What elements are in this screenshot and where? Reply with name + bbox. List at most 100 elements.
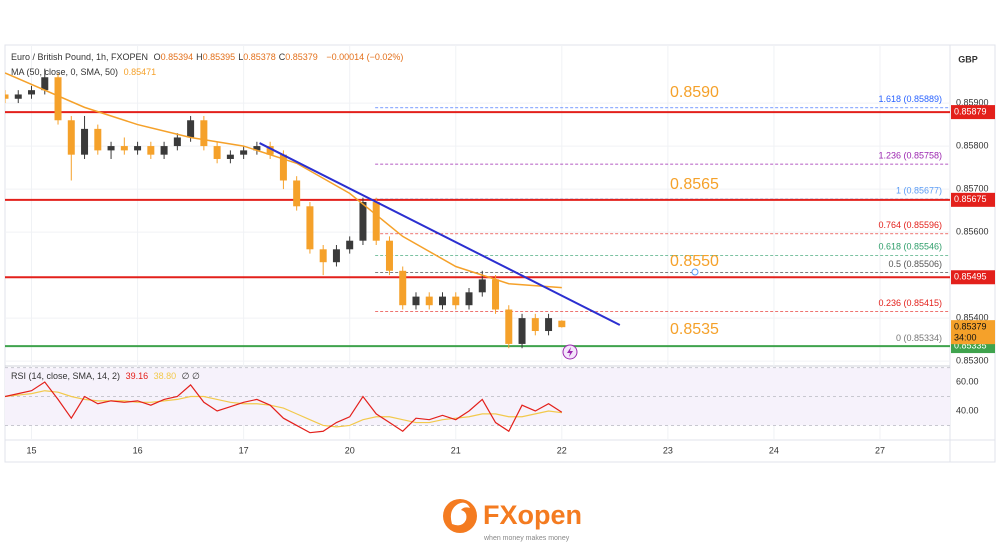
candle-body <box>306 206 314 250</box>
ohlc-label: C <box>278 52 286 62</box>
ohlc-label: O <box>153 52 161 62</box>
rsi-last: 39.16 <box>125 371 149 381</box>
logo: FXopen when money makes money <box>443 499 582 542</box>
level-axis-label: 0.85495 <box>954 272 987 282</box>
candle-body <box>160 146 168 155</box>
level-annotation: 0.8535 <box>670 321 719 338</box>
level-annotation: 0.8550 <box>670 253 719 270</box>
candle-body <box>14 94 22 99</box>
candle-body <box>558 320 566 328</box>
change: −0.00014 (−0.02%) <box>326 52 404 62</box>
candle-body <box>412 296 420 306</box>
fib-label: 0 (0.85334) <box>896 333 942 343</box>
x-tick-label: 17 <box>239 445 249 455</box>
level-axis-label: 0.85335 <box>954 340 987 350</box>
rsi-name: RSI (14, close, SMA, 14, 2) <box>11 371 121 381</box>
candle-body <box>293 180 301 207</box>
candle-body <box>505 309 513 344</box>
candle-body <box>385 240 393 271</box>
candle-body <box>478 279 486 293</box>
candle-body <box>28 90 36 95</box>
y-tick-label: 0.85600 <box>956 226 989 236</box>
y-tick-label: 0.85300 <box>956 356 989 366</box>
candle-body <box>67 120 75 155</box>
level-axis-box <box>951 105 995 120</box>
countdown: 34:00 <box>954 333 977 343</box>
candle-body <box>319 249 327 263</box>
ohlc: O0.85394 H0.85395 L0.85378 C0.85379 <box>154 52 321 62</box>
candle-body <box>226 154 234 159</box>
symbol-legend: Euro / British Pound, 1h, FXOPEN O0.8539… <box>11 52 406 62</box>
candle-body <box>147 146 155 155</box>
fib-label: 1.236 (0.85758) <box>878 151 942 161</box>
alert-marker <box>691 268 699 276</box>
level-axis-label: 0.85879 <box>954 106 987 116</box>
x-tick-label: 21 <box>451 445 461 455</box>
y-tick-label: 0.85900 <box>956 97 989 107</box>
logo-dragon <box>450 502 470 526</box>
level-annotation: 0.8565 <box>670 176 719 193</box>
candle-body <box>120 146 128 151</box>
level-axis-box <box>951 270 995 285</box>
candle-body <box>452 296 460 306</box>
level-axis-box <box>951 192 995 207</box>
candle-body <box>253 146 261 151</box>
symbol-title: Euro / British Pound, 1h, FXOPEN <box>11 52 149 62</box>
y-tick-label: 0.85700 <box>956 183 989 193</box>
event-bolt <box>567 347 573 357</box>
candle-body <box>200 120 208 147</box>
rsi-tick-label: 60.00 <box>956 376 979 386</box>
fib-label: 0.618 (0.85546) <box>878 242 942 252</box>
rsi-legend: RSI (14, close, SMA, 14, 2) 39.16 38.80 … <box>11 371 203 382</box>
last-price-label: 0.85379 <box>954 322 987 332</box>
candle-body <box>531 318 539 332</box>
logo-tagline: when money makes money <box>483 535 570 542</box>
candle-body <box>359 201 367 241</box>
candle-body <box>518 318 526 344</box>
rsi-line <box>5 381 563 434</box>
candle-body <box>187 120 195 138</box>
ohlc-value: 0.85394 <box>160 52 194 62</box>
last-price-box <box>951 320 995 345</box>
candle-body <box>492 279 500 310</box>
candle-body <box>107 146 115 151</box>
fib-label: 0.764 (0.85596) <box>878 220 942 230</box>
logo-name: FXopen <box>483 500 582 530</box>
y-tick-label: 0.85400 <box>956 312 989 322</box>
fib-label: 0.236 (0.85415) <box>878 298 942 308</box>
candle-body <box>5 94 9 99</box>
x-tick-label: 20 <box>345 445 355 455</box>
ohlc-value: 0.85395 <box>202 52 236 62</box>
candle-body <box>465 292 473 306</box>
candle-body <box>54 77 62 121</box>
candle-body <box>439 296 446 306</box>
rsi-extra: ∅ ∅ <box>181 371 200 381</box>
candle-body <box>266 146 274 155</box>
x-tick-label: 27 <box>875 445 885 455</box>
moving-average <box>5 72 562 289</box>
candle-body <box>332 249 340 263</box>
trendline <box>259 142 621 326</box>
currency: GBP <box>958 54 978 64</box>
fib-label: 1.618 (0.85889) <box>878 94 942 104</box>
candle-body <box>372 201 380 241</box>
x-tick-label: 23 <box>663 445 673 455</box>
ma-name: MA (50, close, 0, SMA, 50) <box>11 67 119 77</box>
rsi-tick-label: 40.00 <box>956 405 979 415</box>
candle-body <box>240 150 248 155</box>
x-tick-label: 24 <box>769 445 779 455</box>
fib-label: 0.5 (0.85506) <box>888 259 942 269</box>
x-tick-label: 15 <box>27 445 37 455</box>
candle-body <box>425 296 433 306</box>
ma-legend: MA (50, close, 0, SMA, 50) 0.85471 <box>11 67 159 77</box>
candle-body <box>94 128 102 151</box>
candle-body <box>81 128 89 155</box>
candle-body <box>399 270 407 306</box>
x-tick-label: 22 <box>557 445 567 455</box>
candle-body <box>41 77 49 91</box>
rsi-sma-last: 38.80 <box>153 371 177 381</box>
ohlc-label: L <box>238 52 244 62</box>
fib-label: 1 (0.85677) <box>896 185 942 195</box>
